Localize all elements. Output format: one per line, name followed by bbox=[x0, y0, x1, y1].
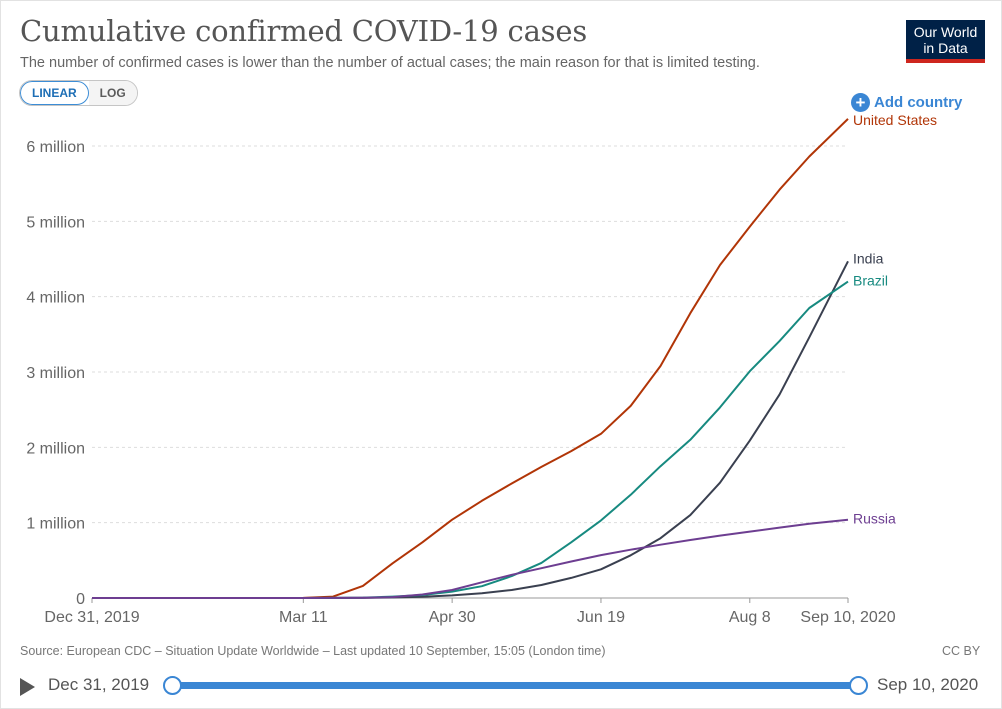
x-tick-label: Jun 19 bbox=[577, 609, 625, 626]
series-line-russia[interactable] bbox=[92, 518, 849, 599]
x-tick-label: Mar 11 bbox=[279, 609, 328, 626]
timeline-end-handle[interactable] bbox=[849, 676, 868, 695]
series-label[interactable]: Russia bbox=[853, 511, 896, 527]
y-tick-label: 5 million bbox=[26, 214, 85, 231]
y-tick-label: 1 million bbox=[26, 516, 85, 533]
timeline-start-label: Dec 31, 2019 bbox=[48, 675, 150, 694]
series-label[interactable]: India bbox=[853, 250, 884, 266]
linear-scale-button[interactable]: LINEAR bbox=[20, 81, 89, 105]
plus-circle-icon: + bbox=[851, 93, 870, 112]
x-tick-label: Apr 30 bbox=[429, 609, 476, 626]
series-lines bbox=[92, 118, 849, 599]
x-tick-label: Sep 10, 2020 bbox=[800, 609, 895, 626]
y-tick-label: 0 bbox=[76, 591, 85, 608]
y-tick-label: 4 million bbox=[26, 290, 85, 307]
y-tick-label: 2 million bbox=[26, 440, 85, 457]
timeline-track[interactable] bbox=[172, 682, 858, 689]
logo-line-2: in Data bbox=[923, 40, 968, 56]
series-labels: United States India Brazil Russia bbox=[853, 112, 937, 527]
series-line-united-states[interactable] bbox=[92, 118, 849, 599]
series-line-brazil[interactable] bbox=[92, 280, 849, 599]
series-label[interactable]: United States bbox=[853, 112, 937, 128]
add-country-label: Add country bbox=[874, 94, 963, 111]
x-tick-label: Dec 31, 2019 bbox=[44, 609, 139, 626]
timeline-end-label: Sep 10, 2020 bbox=[877, 675, 979, 694]
scale-toggle: LINEAR LOG bbox=[19, 80, 138, 106]
add-country-button[interactable]: + Add country bbox=[851, 93, 962, 112]
source-note: Source: European CDC – Situation Update … bbox=[20, 644, 606, 658]
x-tick-label: Aug 8 bbox=[729, 609, 771, 626]
series-line-india[interactable] bbox=[92, 260, 849, 599]
play-icon[interactable] bbox=[20, 678, 35, 696]
chart-title: Cumulative confirmed COVID-19 cases bbox=[20, 14, 588, 48]
line-chart: 0 1 million 2 million 3 million 4 million 5 m… bbox=[26, 112, 937, 626]
axes: 0 1 million 2 million 3 million 4 million 5 m… bbox=[26, 139, 895, 626]
chart-subtitle: The number of confirmed cases is lower t… bbox=[20, 55, 760, 71]
grid-lines bbox=[92, 145, 848, 524]
timeline-start-handle[interactable] bbox=[163, 676, 182, 695]
owid-logo[interactable]: Our World in Data bbox=[906, 20, 985, 63]
log-scale-button[interactable]: LOG bbox=[88, 81, 137, 105]
series-label[interactable]: Brazil bbox=[853, 273, 888, 289]
y-tick-label: 6 million bbox=[26, 139, 85, 156]
logo-line-1: Our World bbox=[913, 24, 978, 40]
y-tick-label: 3 million bbox=[26, 365, 85, 382]
license-link[interactable]: CC BY bbox=[942, 644, 981, 658]
